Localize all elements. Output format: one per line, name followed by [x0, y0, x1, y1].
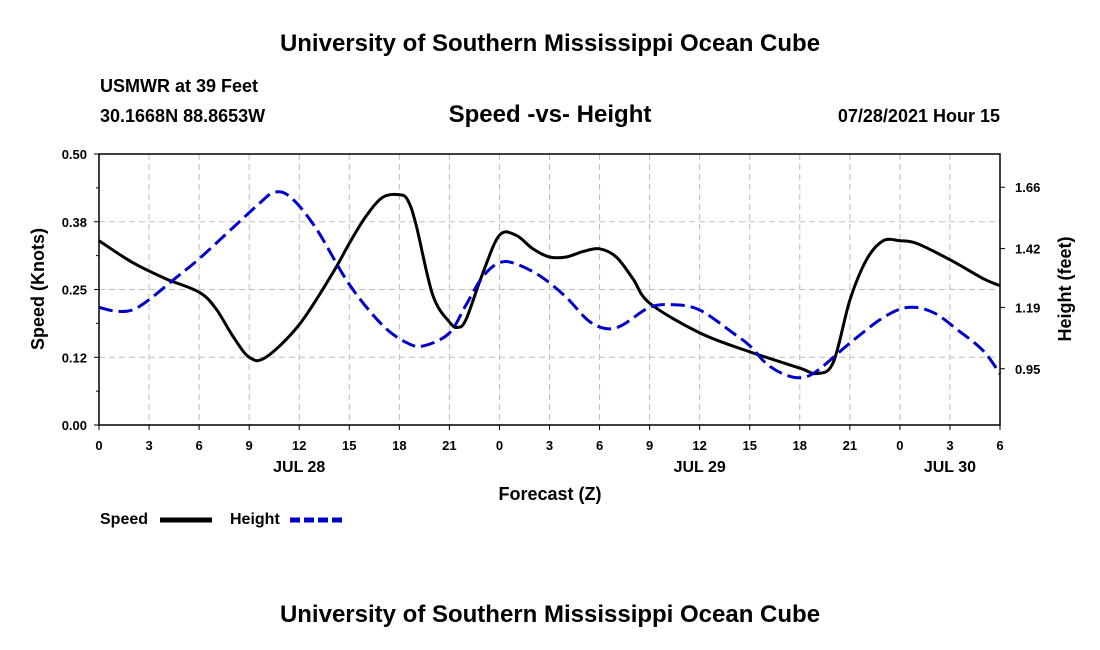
datetime-label: 07/28/2021 Hour 15	[837, 106, 1000, 126]
x-tick-label: 12	[292, 438, 306, 453]
x-tick-label: 0	[95, 438, 102, 453]
x-tick-label: 3	[546, 438, 553, 453]
x-tick-label: 18	[793, 438, 807, 453]
x-tick-label: 15	[342, 438, 356, 453]
day-label: JUL 29	[674, 459, 726, 476]
chart-title: University of Southern Mississippi Ocean…	[279, 30, 821, 57]
legend-label-height: Height	[230, 511, 280, 528]
x-tick-label: 6	[195, 438, 202, 453]
x-tick-label: 9	[646, 438, 653, 453]
x-tick-label: 9	[246, 438, 253, 453]
chart-subtitle: Speed -vs- Height	[448, 101, 652, 128]
x-tick-label: 12	[692, 438, 706, 453]
y-tick-label-right: 1.42	[1015, 242, 1040, 257]
y-tick-label-right: 1.19	[1015, 300, 1040, 315]
y-tick-label-left: 0.12	[62, 350, 87, 365]
coordinates-label: 30.1668N 88.8653W	[100, 106, 266, 126]
x-tick-label: 21	[442, 438, 456, 453]
y-axis-label-left: Speed (Knots)	[28, 228, 48, 350]
x-tick-label: 0	[496, 438, 503, 453]
station-label: USMWR at 39 Feet	[100, 76, 259, 96]
y-tick-label-right: 1.66	[1015, 180, 1040, 195]
series-line-speed	[98, 192, 1001, 376]
x-tick-label: 0	[896, 438, 903, 453]
y-tick-label-left: 0.50	[62, 147, 87, 162]
x-tick-label: 6	[996, 438, 1003, 453]
x-axis-label: Forecast (Z)	[498, 484, 601, 504]
day-label: JUL 28	[273, 459, 325, 476]
legend-label-speed: Speed	[100, 511, 148, 528]
day-label: JUL 30	[924, 459, 976, 476]
y-tick-label-left: 0.38	[62, 215, 87, 230]
series-line-height	[98, 190, 1002, 380]
chart-grid	[99, 154, 1000, 425]
y-axis-label-right: Height (feet)	[1055, 237, 1075, 342]
chart-axes: 0 3 6 9 12 15 18 21 0 3 6 9 12 15 18 21 0 3 6 JUL 28 JUL 29 J…	[62, 147, 1041, 476]
x-tick-label: 15	[742, 438, 756, 453]
series-layer	[98, 190, 1002, 380]
x-tick-label: 3	[145, 438, 152, 453]
x-tick-label: 3	[946, 438, 953, 453]
y-tick-label-left: 0.25	[62, 283, 87, 298]
x-tick-label: 18	[392, 438, 406, 453]
x-tick-label: 6	[596, 438, 603, 453]
y-tick-label-left: 0.00	[62, 418, 87, 433]
chart-legend: Speed Height	[100, 511, 342, 528]
x-tick-label: 21	[843, 438, 857, 453]
footer-title: University of Southern Mississippi Ocean…	[279, 601, 821, 628]
y-tick-label-right: 0.95	[1015, 362, 1040, 377]
